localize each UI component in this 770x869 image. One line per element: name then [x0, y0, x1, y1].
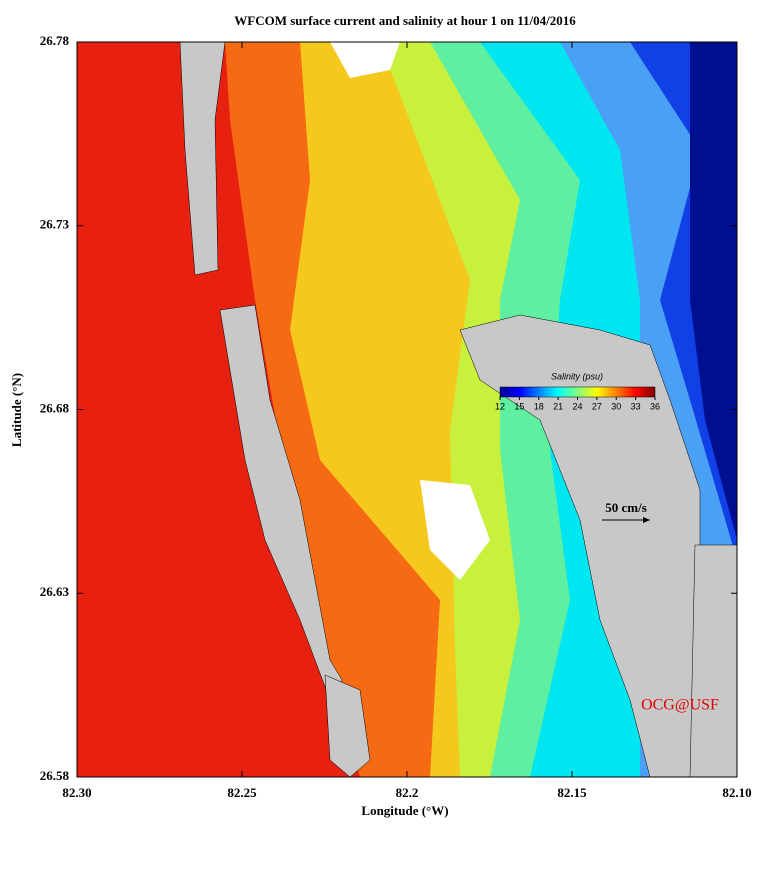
y-tick-label: 26.78	[40, 33, 70, 48]
y-tick-label: 26.58	[40, 768, 70, 783]
x-tick-label: 82.25	[227, 785, 257, 800]
colorbar-tick-label: 33	[631, 401, 641, 411]
y-tick-label: 26.73	[40, 217, 70, 232]
x-tick-label: 82.2	[396, 785, 419, 800]
scale-label: 50 cm/s	[605, 500, 647, 515]
scale-arrowhead	[643, 517, 650, 523]
colorbar-tick-label: 36	[650, 401, 660, 411]
colorbar-tick-label: 18	[534, 401, 544, 411]
colorbar-tick-label: 15	[514, 401, 524, 411]
y-tick-label: 26.68	[40, 400, 70, 415]
x-tick-label: 82.30	[62, 785, 91, 800]
colorbar-tick-label: 12	[495, 401, 505, 411]
colorbar	[499, 386, 656, 398]
y-axis-label: Latitude (°N)	[9, 373, 24, 447]
x-tick-label: 82.15	[557, 785, 587, 800]
colorbar-label: Salinity (psu)	[551, 371, 603, 381]
map-title: WFCOM surface current and salinity at ho…	[234, 13, 576, 28]
x-tick-label: 82.10	[722, 785, 751, 800]
colorbar-tick-label: 24	[572, 401, 582, 411]
colorbar-tick-label: 30	[611, 401, 621, 411]
y-tick-label: 26.63	[40, 584, 70, 599]
colorbar-tick-label: 27	[592, 401, 602, 411]
x-axis-label: Longitude (°W)	[361, 803, 448, 818]
salinity-field	[77, 42, 737, 777]
credit: OCG@USF	[641, 697, 719, 714]
colorbar-tick-label: 21	[553, 401, 563, 411]
